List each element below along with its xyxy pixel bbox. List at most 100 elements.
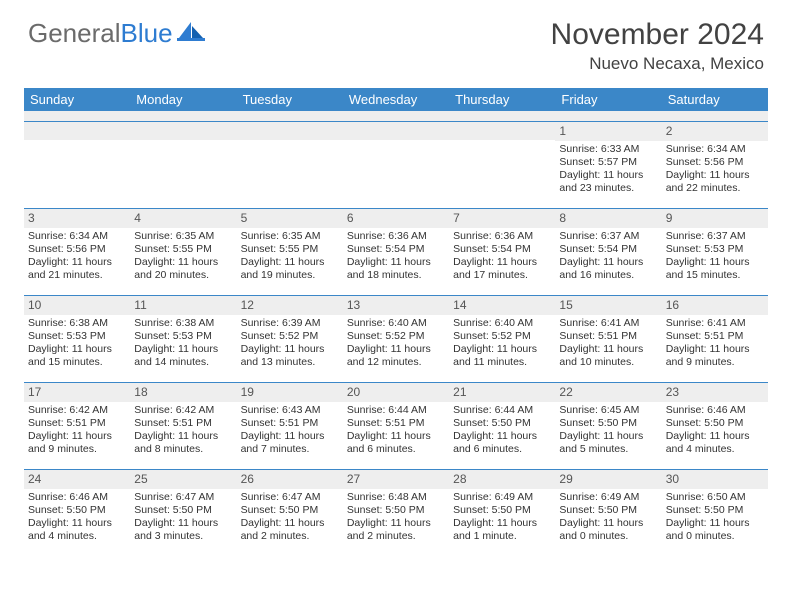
day-header-row: Sunday Monday Tuesday Wednesday Thursday… — [24, 88, 768, 111]
day-body: Sunrise: 6:47 AMSunset: 5:50 PMDaylight:… — [130, 489, 236, 548]
day-cell: 5Sunrise: 6:35 AMSunset: 5:55 PMDaylight… — [237, 209, 343, 295]
sunrise-text: Sunrise: 6:33 AM — [559, 143, 657, 156]
day-number: 21 — [449, 383, 555, 402]
sunrise-text: Sunrise: 6:49 AM — [559, 491, 657, 504]
day-number — [24, 122, 130, 140]
day-number — [449, 122, 555, 140]
sunrise-text: Sunrise: 6:34 AM — [28, 230, 126, 243]
sunrise-text: Sunrise: 6:46 AM — [28, 491, 126, 504]
logo-text-gray: General — [28, 18, 121, 49]
day-number: 16 — [662, 296, 768, 315]
day-cell: 11Sunrise: 6:38 AMSunset: 5:53 PMDayligh… — [130, 296, 236, 382]
day-cell: 7Sunrise: 6:36 AMSunset: 5:54 PMDaylight… — [449, 209, 555, 295]
sunrise-text: Sunrise: 6:44 AM — [347, 404, 445, 417]
day-cell: 19Sunrise: 6:43 AMSunset: 5:51 PMDayligh… — [237, 383, 343, 469]
logo-text-blue: Blue — [121, 18, 173, 49]
day-body: Sunrise: 6:41 AMSunset: 5:51 PMDaylight:… — [662, 315, 768, 374]
day-cell: 1Sunrise: 6:33 AMSunset: 5:57 PMDaylight… — [555, 122, 661, 208]
day-cell: 29Sunrise: 6:49 AMSunset: 5:50 PMDayligh… — [555, 470, 661, 556]
day-number: 11 — [130, 296, 236, 315]
day-body: Sunrise: 6:46 AMSunset: 5:50 PMDaylight:… — [24, 489, 130, 548]
day-number: 17 — [24, 383, 130, 402]
day-cell: 16Sunrise: 6:41 AMSunset: 5:51 PMDayligh… — [662, 296, 768, 382]
week-row: 10Sunrise: 6:38 AMSunset: 5:53 PMDayligh… — [24, 295, 768, 382]
calendar: Sunday Monday Tuesday Wednesday Thursday… — [24, 88, 768, 556]
sunset-text: Sunset: 5:50 PM — [241, 504, 339, 517]
sunrise-text: Sunrise: 6:40 AM — [453, 317, 551, 330]
sunset-text: Sunset: 5:50 PM — [453, 504, 551, 517]
sunset-text: Sunset: 5:55 PM — [241, 243, 339, 256]
daylight-text: Daylight: 11 hours and 14 minutes. — [134, 343, 232, 369]
sunset-text: Sunset: 5:56 PM — [28, 243, 126, 256]
day-number: 22 — [555, 383, 661, 402]
day-number: 13 — [343, 296, 449, 315]
sunset-text: Sunset: 5:52 PM — [453, 330, 551, 343]
day-number: 7 — [449, 209, 555, 228]
day-body: Sunrise: 6:44 AMSunset: 5:51 PMDaylight:… — [343, 402, 449, 461]
sunrise-text: Sunrise: 6:35 AM — [241, 230, 339, 243]
day-body: Sunrise: 6:38 AMSunset: 5:53 PMDaylight:… — [24, 315, 130, 374]
day-cell: 4Sunrise: 6:35 AMSunset: 5:55 PMDaylight… — [130, 209, 236, 295]
daylight-text: Daylight: 11 hours and 9 minutes. — [666, 343, 764, 369]
sunset-text: Sunset: 5:51 PM — [666, 330, 764, 343]
sunrise-text: Sunrise: 6:39 AM — [241, 317, 339, 330]
daylight-text: Daylight: 11 hours and 7 minutes. — [241, 430, 339, 456]
daylight-text: Daylight: 11 hours and 9 minutes. — [28, 430, 126, 456]
sunset-text: Sunset: 5:51 PM — [134, 417, 232, 430]
day-number — [130, 122, 236, 140]
day-body: Sunrise: 6:38 AMSunset: 5:53 PMDaylight:… — [130, 315, 236, 374]
day-header: Monday — [130, 88, 236, 111]
sunrise-text: Sunrise: 6:38 AM — [134, 317, 232, 330]
day-header: Tuesday — [237, 88, 343, 111]
sunset-text: Sunset: 5:52 PM — [241, 330, 339, 343]
day-cell: 22Sunrise: 6:45 AMSunset: 5:50 PMDayligh… — [555, 383, 661, 469]
day-number: 14 — [449, 296, 555, 315]
sunrise-text: Sunrise: 6:47 AM — [241, 491, 339, 504]
sunrise-text: Sunrise: 6:37 AM — [559, 230, 657, 243]
sunset-text: Sunset: 5:52 PM — [347, 330, 445, 343]
daylight-text: Daylight: 11 hours and 10 minutes. — [559, 343, 657, 369]
day-body: Sunrise: 6:35 AMSunset: 5:55 PMDaylight:… — [237, 228, 343, 287]
day-body: Sunrise: 6:41 AMSunset: 5:51 PMDaylight:… — [555, 315, 661, 374]
week-row: 24Sunrise: 6:46 AMSunset: 5:50 PMDayligh… — [24, 469, 768, 556]
day-cell: 18Sunrise: 6:42 AMSunset: 5:51 PMDayligh… — [130, 383, 236, 469]
daylight-text: Daylight: 11 hours and 19 minutes. — [241, 256, 339, 282]
day-cell: 14Sunrise: 6:40 AMSunset: 5:52 PMDayligh… — [449, 296, 555, 382]
day-number: 28 — [449, 470, 555, 489]
daylight-text: Daylight: 11 hours and 1 minute. — [453, 517, 551, 543]
day-body: Sunrise: 6:36 AMSunset: 5:54 PMDaylight:… — [343, 228, 449, 287]
daylight-text: Daylight: 11 hours and 15 minutes. — [666, 256, 764, 282]
sunrise-text: Sunrise: 6:44 AM — [453, 404, 551, 417]
day-body: Sunrise: 6:48 AMSunset: 5:50 PMDaylight:… — [343, 489, 449, 548]
location: Nuevo Necaxa, Mexico — [551, 54, 764, 74]
daylight-text: Daylight: 11 hours and 4 minutes. — [28, 517, 126, 543]
day-cell — [237, 122, 343, 208]
daylight-text: Daylight: 11 hours and 22 minutes. — [666, 169, 764, 195]
sunset-text: Sunset: 5:56 PM — [666, 156, 764, 169]
week-row: 17Sunrise: 6:42 AMSunset: 5:51 PMDayligh… — [24, 382, 768, 469]
day-number: 4 — [130, 209, 236, 228]
day-body: Sunrise: 6:39 AMSunset: 5:52 PMDaylight:… — [237, 315, 343, 374]
sunrise-text: Sunrise: 6:36 AM — [347, 230, 445, 243]
day-body: Sunrise: 6:40 AMSunset: 5:52 PMDaylight:… — [343, 315, 449, 374]
day-body: Sunrise: 6:36 AMSunset: 5:54 PMDaylight:… — [449, 228, 555, 287]
day-number: 18 — [130, 383, 236, 402]
daylight-text: Daylight: 11 hours and 2 minutes. — [347, 517, 445, 543]
sunrise-text: Sunrise: 6:41 AM — [666, 317, 764, 330]
sunrise-text: Sunrise: 6:49 AM — [453, 491, 551, 504]
day-header: Sunday — [24, 88, 130, 111]
week-row: 1Sunrise: 6:33 AMSunset: 5:57 PMDaylight… — [24, 121, 768, 208]
sunrise-text: Sunrise: 6:43 AM — [241, 404, 339, 417]
day-header: Thursday — [449, 88, 555, 111]
day-body: Sunrise: 6:49 AMSunset: 5:50 PMDaylight:… — [555, 489, 661, 548]
day-number: 15 — [555, 296, 661, 315]
sunset-text: Sunset: 5:50 PM — [666, 504, 764, 517]
sunset-text: Sunset: 5:51 PM — [347, 417, 445, 430]
day-number: 8 — [555, 209, 661, 228]
daylight-text: Daylight: 11 hours and 3 minutes. — [134, 517, 232, 543]
sunset-text: Sunset: 5:51 PM — [241, 417, 339, 430]
sunset-text: Sunset: 5:54 PM — [347, 243, 445, 256]
day-header: Friday — [555, 88, 661, 111]
daylight-text: Daylight: 11 hours and 0 minutes. — [559, 517, 657, 543]
day-body: Sunrise: 6:35 AMSunset: 5:55 PMDaylight:… — [130, 228, 236, 287]
